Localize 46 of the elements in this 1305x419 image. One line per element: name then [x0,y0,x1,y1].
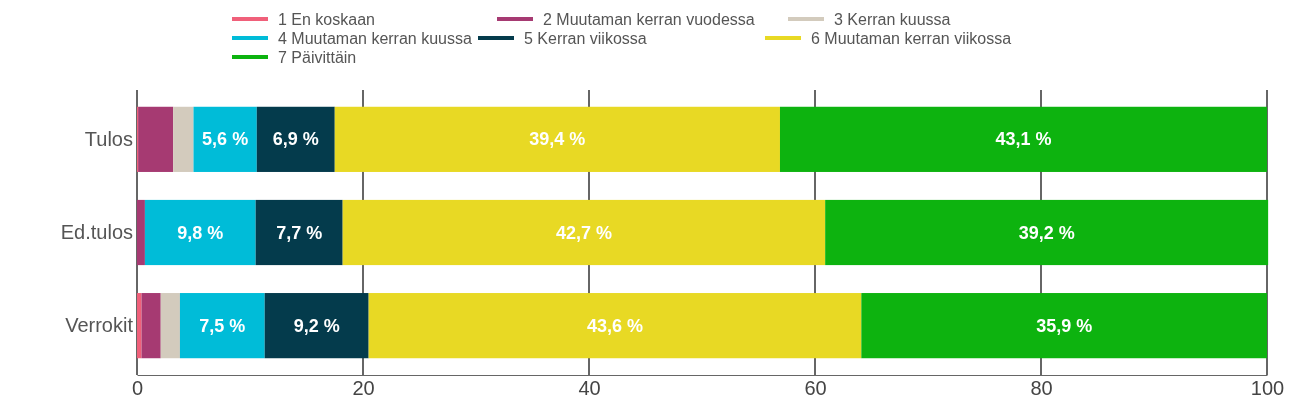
bar [179,293,265,359]
legend-label: 3 Kerran kuussa [834,10,951,28]
y-tick-label: Tulos [84,127,133,150]
bar [861,293,1267,359]
bar [825,199,1269,266]
data-label: 39,4 % [529,129,586,150]
legend-label: 1 En koskaan [278,10,375,28]
legend-label: 7 Päivittäin [278,48,357,66]
bar [137,293,142,359]
x-tick-label: 100 [1250,377,1285,400]
data-label: 7,7 % [276,222,323,243]
data-label: 43,1 % [995,129,1052,150]
data-label: 6,9 % [272,129,319,150]
legend-label: 5 Kerran viikossa [524,29,647,47]
bar [256,106,335,172]
x-tick-label: 20 [352,377,375,400]
bar [368,293,862,359]
data-label: 9,2 % [293,315,340,336]
bar [264,293,369,359]
x-tick-label: 60 [804,377,827,400]
bar [334,106,780,172]
legend-label: 4 Muutaman kerran kuussa [278,29,472,47]
x-tick-label: 80 [1030,377,1053,400]
x-tick-label: 0 [131,377,144,400]
bar [779,106,1267,172]
bar [193,106,257,172]
bar [173,106,194,172]
y-tick-label: Ed.tulos [60,220,133,243]
bar [255,199,343,266]
bar [137,199,145,266]
y-tick-label: Verrokit [65,314,134,337]
bar [342,199,826,266]
data-label: 39,2 % [1018,222,1075,243]
x-tick-label: 40 [578,377,601,400]
data-label: 5,6 % [202,129,249,150]
bar [141,293,161,359]
data-label: 43,6 % [586,315,644,336]
data-label: 7,5 % [199,315,246,336]
data-label: 35,9 % [1036,315,1093,336]
bar [144,199,256,266]
legend-label: 2 Muutaman kerran vuodessa [543,10,755,28]
bar [138,106,174,172]
legend-label: 6 Muutaman kerran viikossa [811,29,1012,47]
bar [160,293,180,359]
data-label: 42,7 % [555,222,612,243]
data-label: 9,8 % [177,222,224,243]
